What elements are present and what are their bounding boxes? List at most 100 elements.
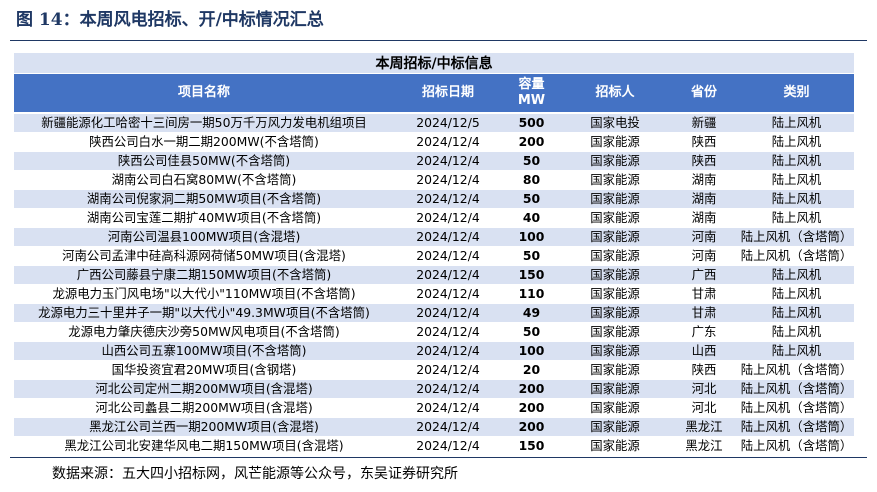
cell-tender-date: 2024/12/4 [394, 379, 502, 399]
cell-tender-date: 2024/12/4 [394, 417, 502, 437]
cell-capacity: 200 [502, 398, 561, 418]
cell-tender-date: 2024/12/4 [394, 208, 502, 228]
table-row: 龙源电力肇庆德庆沙旁50MW风电项目(不含塔筒) 2024/12/4 50 国家能源广… [14, 322, 855, 342]
cell-project-name: 湖南公司白石窝80MW(不含塔筒) [14, 170, 394, 190]
cell-province: 山西 [669, 341, 739, 361]
cell-capacity: 40 [502, 208, 561, 228]
cell-category: 陆上风机 [739, 208, 855, 228]
cell-province: 河南 [669, 227, 739, 247]
table-row: 河南公司孟津中硅高科源网荷储50MW项目(含混塔) 2024/12/4 50 国家能源… [14, 246, 855, 266]
cell-capacity: 100 [502, 341, 561, 361]
table-row: 龙源电力玉门风电场"以大代小"110MW项目(不含塔筒) 2024/12/4 110… [14, 284, 855, 304]
cell-tenderer: 国家能源 [561, 436, 669, 456]
cell-tender-date: 2024/12/4 [394, 303, 502, 323]
cell-category: 陆上风机 [739, 341, 855, 361]
cell-project-name: 广西公司藤县宁康二期150MW项目(不含塔筒) [14, 265, 394, 285]
cell-tender-date: 2024/12/4 [394, 284, 502, 304]
cell-project-name: 河南公司温县100MW项目(含混塔) [14, 227, 394, 247]
table-body: 新疆能源化工哈密十三间房一期50万千万风力发电机组项目 2024/12/5 500 国… [14, 113, 855, 456]
cell-province: 广东 [669, 322, 739, 342]
cell-project-name: 湖南公司宝莲二期扩40MW项目(不含塔筒) [14, 208, 394, 228]
cell-capacity: 50 [502, 246, 561, 266]
data-source-note: 数据来源：五大四小招标网，风芒能源等公众号，东吴证券研究所 [52, 466, 458, 482]
cell-tenderer: 国家能源 [561, 379, 669, 399]
cell-tender-date: 2024/12/4 [394, 322, 502, 342]
cell-tenderer: 国家能源 [561, 284, 669, 304]
cell-project-name: 河北公司定州二期200MW项目(含混塔) [14, 379, 394, 399]
cell-category: 陆上风机（含塔筒） [739, 436, 855, 456]
tender-table: 本周招标/中标信息 项目名称 招标日期 容量 MW 招标人 省份 类别 新疆能源… [14, 53, 855, 456]
cell-province: 河南 [669, 246, 739, 266]
cell-project-name: 龙源电力肇庆德庆沙旁50MW风电项目(不含塔筒) [14, 322, 394, 342]
cell-capacity: 50 [502, 189, 561, 209]
cell-project-name: 龙源电力三十里井子一期"以大代小"49.3MW项目(不含塔筒) [14, 303, 394, 323]
cell-tenderer: 国家能源 [561, 189, 669, 209]
cell-tender-date: 2024/12/4 [394, 341, 502, 361]
cell-capacity: 110 [502, 284, 561, 304]
cell-project-name: 陕西公司佳县50MW(不含塔筒) [14, 151, 394, 171]
cell-project-name: 黑龙江公司北安建华风电二期150MW项目(含混塔) [14, 436, 394, 456]
table-row: 黑龙江公司兰西一期200MW项目(含混塔) 2024/12/4 200 国家能源 黑龙江… [14, 417, 855, 437]
cell-tenderer: 国家能源 [561, 151, 669, 171]
cell-category: 陆上风机 [739, 284, 855, 304]
cell-tenderer: 国家能源 [561, 322, 669, 342]
cell-tenderer: 国家能源 [561, 398, 669, 418]
table-row: 陕西公司白水一期二期200MW(不含塔筒) 2024/12/4 200 国家能源 陕西陆… [14, 132, 855, 152]
header-capacity-line2: MW [517, 93, 546, 108]
cell-tenderer: 国家能源 [561, 208, 669, 228]
table-row: 湖南公司宝莲二期扩40MW项目(不含塔筒) 2024/12/4 40 国家能源 湖南 陆上… [14, 208, 855, 228]
cell-province: 湖南 [669, 170, 739, 190]
cell-category: 陆上风机（含塔筒） [739, 360, 855, 380]
cell-category: 陆上风机（含塔筒） [739, 227, 855, 247]
cell-category: 陆上风机 [739, 189, 855, 209]
cell-capacity: 100 [502, 227, 561, 247]
table-row: 国华投资宜君20MW项目(含钢塔) 2024/12/4 20 国家能源 陕西 陆上风机（含… [14, 360, 855, 380]
cell-province: 甘肃 [669, 303, 739, 323]
cell-province: 黑龙江 [669, 417, 739, 437]
cell-tenderer: 国家能源 [561, 341, 669, 361]
cell-tender-date: 2024/12/4 [394, 246, 502, 266]
cell-category: 陆上风机（含塔筒） [739, 398, 855, 418]
cell-category: 陆上风机 [739, 132, 855, 152]
cell-category: 陆上风机 [739, 151, 855, 171]
cell-tender-date: 2024/12/4 [394, 132, 502, 152]
cell-project-name: 陕西公司白水一期二期200MW(不含塔筒) [14, 132, 394, 152]
cell-project-name: 黑龙江公司兰西一期200MW项目(含混塔) [14, 417, 394, 437]
cell-tenderer: 国家能源 [561, 360, 669, 380]
cell-province: 陕西 [669, 360, 739, 380]
cell-project-name: 龙源电力玉门风电场"以大代小"110MW项目(不含塔筒) [14, 284, 394, 304]
table-row: 黑龙江公司北安建华风电二期150MW项目(含混塔) 2024/12/4 150 国家能… [14, 436, 855, 456]
cell-capacity: 49 [502, 303, 561, 323]
cell-capacity: 500 [502, 113, 561, 133]
cell-category: 陆上风机（含塔筒） [739, 417, 855, 437]
cell-tender-date: 2024/12/4 [394, 170, 502, 190]
cell-province: 黑龙江 [669, 436, 739, 456]
table-row: 新疆能源化工哈密十三间房一期50万千万风力发电机组项目 2024/12/5 500 国… [14, 113, 855, 133]
cell-tenderer: 国家能源 [561, 265, 669, 285]
cell-capacity: 200 [502, 379, 561, 399]
cell-tender-date: 2024/12/4 [394, 151, 502, 171]
cell-tenderer: 国家能源 [561, 132, 669, 152]
table-row: 湖南公司倪家洞二期50MW项目(不含塔筒) 2024/12/4 50 国家能源 湖南 陆上… [14, 189, 855, 209]
table-row: 湖南公司白石窝80MW(不含塔筒) 2024/12/4 80 国家能源 湖南 陆上风机 [14, 170, 855, 190]
table-row: 河北公司蠡县二期200MW项目(含混塔) 2024/12/4 200 国家能源 河北 陆上… [14, 398, 855, 418]
cell-category: 陆上风机 [739, 303, 855, 323]
cell-province: 甘肃 [669, 284, 739, 304]
cell-capacity: 50 [502, 322, 561, 342]
cell-province: 湖南 [669, 208, 739, 228]
cell-tenderer: 国家能源 [561, 417, 669, 437]
table-row: 龙源电力三十里井子一期"以大代小"49.3MW项目(不含塔筒) 2024/12/4… [14, 303, 855, 323]
cell-capacity: 20 [502, 360, 561, 380]
cell-tender-date: 2024/12/5 [394, 113, 502, 133]
top-rule [10, 40, 867, 41]
cell-project-name: 河南公司孟津中硅高科源网荷储50MW项目(含混塔) [14, 246, 394, 266]
table-row: 广西公司藤县宁康二期150MW项目(不含塔筒) 2024/12/4 150 国家能源广… [14, 265, 855, 285]
cell-province: 陕西 [669, 151, 739, 171]
cell-project-name: 河北公司蠡县二期200MW项目(含混塔) [14, 398, 394, 418]
cell-province: 广西 [669, 265, 739, 285]
header-capacity: 容量 MW [502, 73, 561, 114]
cell-category: 陆上风机（含塔筒） [739, 246, 855, 266]
table-row: 河北公司定州二期200MW项目(含混塔) 2024/12/4 200 国家能源 河北 陆上… [14, 379, 855, 399]
table-header-row: 项目名称 招标日期 容量 MW 招标人 省份 类别 [14, 73, 855, 114]
cell-province: 陕西 [669, 132, 739, 152]
